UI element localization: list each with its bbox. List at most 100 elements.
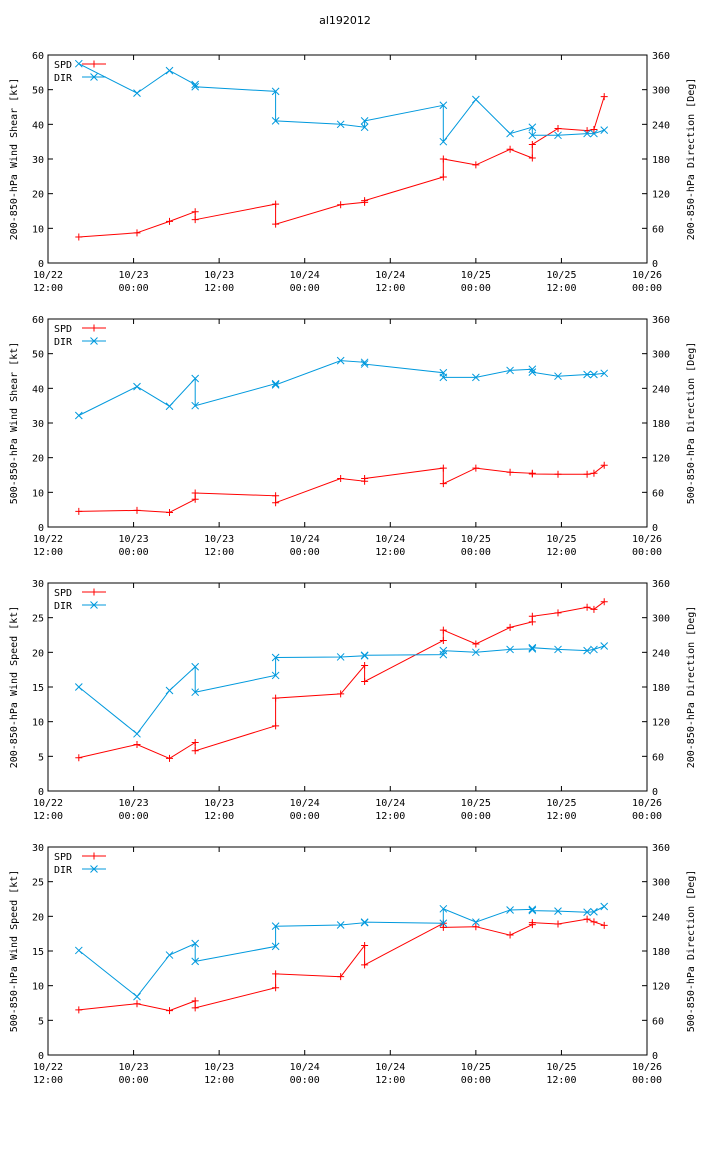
data-point-spd: [554, 609, 562, 617]
x-tick-label-time: 12:00: [204, 547, 234, 558]
data-point-spd: [472, 464, 480, 472]
data-point-spd: [472, 640, 480, 648]
data-point-spd: [528, 612, 536, 620]
y-axis-label-left: 200-850-hPa Wind Shear [kt]: [9, 78, 20, 241]
data-point-dir: [133, 729, 141, 738]
y-tick-label-left: 25: [32, 878, 44, 889]
data-point-spd: [590, 126, 598, 134]
x-tick-label-time: 00:00: [119, 1075, 149, 1086]
y-tick-label-right: 0: [652, 787, 658, 798]
y-axis-label-right: 200-850-hPa Direction [Deg]: [686, 78, 697, 241]
y-tick-label-right: 60: [652, 224, 664, 235]
y-tick-label-left: 10: [32, 718, 44, 729]
data-point-dir: [528, 123, 537, 132]
data-point-dir: [472, 918, 480, 926]
data-point-spd: [133, 229, 141, 237]
y-tick-label-left: 5: [38, 1016, 44, 1027]
x-tick-label-time: 00:00: [290, 811, 320, 822]
data-point-spd: [191, 208, 199, 216]
data-point-dir: [271, 653, 280, 662]
series-line-dir: [78, 63, 605, 144]
data-point-spd: [337, 973, 345, 981]
y-axis-label-right: 200-850-hPa Direction [Deg]: [686, 606, 697, 769]
x-tick-label-time: 12:00: [375, 547, 405, 558]
data-point-dir: [600, 642, 609, 650]
data-point-dir: [528, 905, 537, 914]
x-tick-label-time: 00:00: [461, 283, 491, 294]
data-point-dir: [439, 904, 448, 913]
y-tick-label-right: 360: [652, 315, 670, 326]
data-point-dir: [528, 365, 537, 374]
x-tick-label-date: 10/22: [33, 270, 63, 281]
legend-marker-spd: [90, 588, 98, 596]
data-point-spd: [361, 961, 369, 969]
x-tick-label-time: 12:00: [546, 1075, 576, 1086]
y-tick-label-left: 10: [32, 224, 44, 235]
data-point-dir: [528, 906, 537, 915]
data-point-spd: [133, 506, 141, 514]
x-tick-label-time: 00:00: [461, 547, 491, 558]
y-tick-label-right: 300: [652, 350, 670, 361]
data-point-spd: [361, 662, 369, 670]
data-point-dir: [191, 662, 200, 671]
data-point-dir: [600, 369, 609, 378]
y-tick-label-left: 20: [32, 454, 44, 465]
x-tick-label-time: 12:00: [546, 811, 576, 822]
y-tick-label-left: 0: [38, 1051, 44, 1062]
data-point-dir: [191, 688, 200, 697]
legend-marker-spd: [90, 852, 98, 860]
data-point-spd: [337, 474, 345, 482]
data-point-dir: [165, 951, 174, 959]
data-point-dir: [165, 686, 174, 695]
data-point-spd: [528, 470, 536, 478]
legend-label-spd: SPD: [54, 60, 72, 71]
data-point-spd: [554, 124, 562, 132]
y-axis-label-left: 200-850-hPa Wind Speed [kt]: [9, 606, 20, 769]
data-point-dir: [336, 356, 345, 365]
x-tick-label-date: 10/22: [33, 798, 63, 809]
data-point-dir: [74, 411, 83, 420]
data-point-spd: [506, 145, 514, 153]
data-point-spd: [583, 915, 591, 923]
data-point-spd: [506, 468, 514, 476]
data-point-spd: [191, 747, 199, 755]
data-point-dir: [590, 645, 598, 654]
legend-marker-dir: [90, 73, 98, 81]
y-tick-label-right: 300: [652, 614, 670, 625]
y-axis-label-right: 500-850-hPa Direction [Deg]: [686, 342, 697, 505]
x-tick-label-time: 12:00: [33, 547, 63, 558]
data-point-spd: [472, 161, 480, 169]
data-point-dir: [439, 919, 448, 928]
data-point-dir: [506, 366, 514, 375]
y-tick-label-left: 5: [38, 752, 44, 763]
y-tick-label-right: 240: [652, 648, 670, 659]
x-tick-label-date: 10/25: [546, 270, 576, 281]
y-tick-label-right: 240: [652, 384, 670, 395]
data-point-spd: [528, 154, 536, 162]
data-point-spd: [439, 173, 447, 181]
x-tick-label-date: 10/24: [375, 534, 405, 545]
data-point-dir: [271, 381, 280, 389]
x-tick-label-date: 10/26: [632, 270, 662, 281]
data-point-spd: [361, 197, 369, 205]
plot-frame: [47, 846, 648, 1056]
data-point-spd: [600, 921, 608, 929]
data-point-spd: [191, 216, 199, 224]
x-tick-label-time: 12:00: [204, 811, 234, 822]
y-tick-label-left: 40: [32, 384, 44, 395]
data-point-dir: [191, 80, 200, 89]
series-line-spd: [78, 918, 605, 1012]
data-point-dir: [590, 370, 598, 379]
data-point-spd: [272, 722, 280, 730]
x-tick-label-date: 10/24: [375, 1062, 405, 1073]
y-tick-label-right: 60: [652, 1016, 664, 1027]
y-tick-label-left: 0: [38, 523, 44, 534]
x-tick-label-date: 10/23: [204, 798, 234, 809]
x-tick-label-date: 10/25: [546, 1062, 576, 1073]
data-point-dir: [528, 645, 537, 653]
data-point-dir: [439, 137, 448, 146]
data-point-spd: [166, 508, 174, 516]
data-point-spd: [337, 690, 345, 698]
data-point-spd: [506, 931, 514, 939]
data-point-spd: [506, 623, 514, 631]
